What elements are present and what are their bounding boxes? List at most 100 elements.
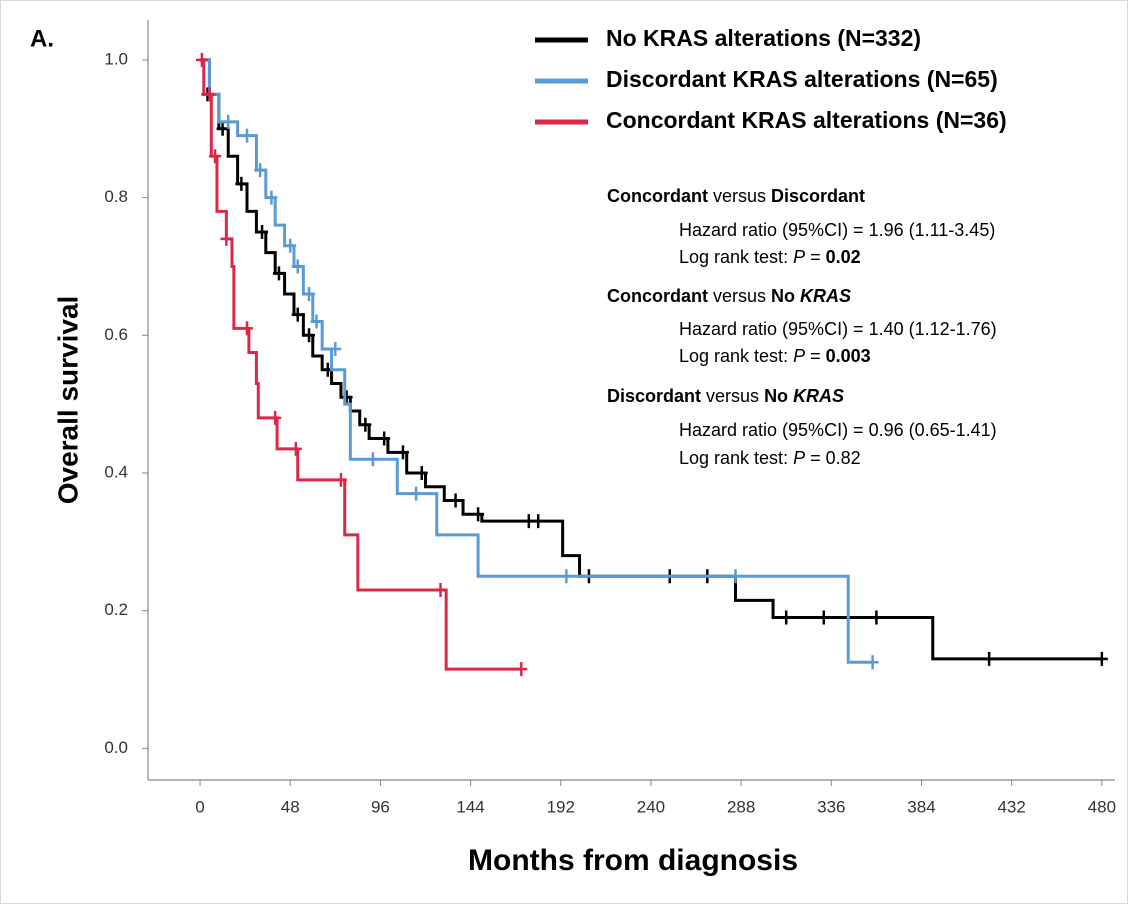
censor-mark (291, 307, 304, 322)
legend-label: Concordant KRAS alterations (N=36) (606, 107, 1007, 133)
text: P (793, 247, 805, 267)
censor-mark (329, 342, 342, 357)
x-tick-label: 288 (727, 797, 755, 816)
y-tick-label: 1.0 (104, 49, 128, 68)
censor-mark (291, 259, 304, 274)
text: 0.82 (826, 448, 861, 468)
annotation-logrank: Log rank test: P = 0.003 (679, 346, 871, 366)
y-tick-label: 0.2 (104, 600, 128, 619)
text: No (764, 386, 793, 406)
text: Concordant (607, 286, 708, 306)
y-tick-label: 0.0 (104, 738, 128, 757)
text: P (793, 346, 805, 366)
censor-mark (396, 445, 409, 460)
text: KRAS (793, 386, 844, 406)
text: versus (701, 386, 764, 406)
censor-mark (284, 238, 297, 253)
survival-curve (200, 58, 1102, 661)
text: = (805, 448, 826, 468)
censor-mark (817, 610, 830, 625)
x-tick-label: 192 (547, 797, 575, 816)
censor-mark (216, 121, 229, 136)
text: Log rank test: (679, 346, 793, 366)
censor-mark (378, 431, 391, 446)
censor-mark (310, 314, 323, 329)
censor-mark (560, 569, 573, 584)
annotation-logrank: Log rank test: P = 0.82 (679, 448, 861, 468)
censor-mark (449, 493, 462, 508)
annotation-hazard: Hazard ratio (95%CI) = 1.40 (1.12-1.76) (679, 319, 997, 339)
annotation-heading: Concordant versus No KRAS (607, 286, 851, 306)
text: Log rank test: (679, 448, 793, 468)
censor-mark (222, 114, 235, 129)
annotations: Concordant versus Discordant Hazard rati… (607, 186, 997, 468)
censor-mark (241, 321, 254, 336)
censor-mark (434, 583, 447, 597)
censor-mark (866, 655, 879, 670)
censor-mark (334, 472, 347, 487)
text: versus (708, 286, 771, 306)
text: KRAS (800, 286, 851, 306)
text: Discordant (771, 186, 865, 206)
text: No (771, 286, 800, 306)
x-tick-label: 432 (997, 797, 1025, 816)
x-tick-label: 240 (637, 797, 665, 816)
text: Log rank test: (679, 247, 793, 267)
censor-mark (870, 610, 883, 625)
censor-mark (265, 190, 278, 205)
censor-mark (472, 507, 485, 522)
x-axis-title: Months from diagnosis (468, 844, 798, 877)
censor-mark (515, 662, 528, 677)
censor-mark (235, 176, 248, 191)
text: Concordant (607, 186, 708, 206)
censor-mark (289, 441, 302, 456)
censor-mark (272, 266, 285, 281)
text: 0.02 (826, 247, 861, 267)
y-axis-title: Overall survival (52, 296, 83, 505)
censor-mark (303, 328, 316, 343)
censor-mark (209, 149, 222, 164)
x-tick-label: 0 (195, 797, 204, 816)
censor-mark (359, 417, 372, 432)
annotation-heading: Discordant versus No KRAS (607, 386, 844, 406)
censor-mark (256, 225, 269, 240)
annotation-logrank: Log rank test: P = 0.02 (679, 247, 861, 267)
text: P (793, 448, 805, 468)
censor-mark (983, 651, 996, 666)
annotation-hazard: Hazard ratio (95%CI) = 1.96 (1.11-3.45) (679, 220, 995, 240)
x-tick-label: 480 (1088, 797, 1116, 816)
x-tick-label: 384 (907, 797, 935, 816)
censor-mark (220, 231, 233, 246)
x-tick-label: 144 (456, 797, 484, 816)
x-tick-label: 48 (281, 797, 300, 816)
annotation-hazard: Hazard ratio (95%CI) = 0.96 (0.65-1.41) (679, 420, 997, 440)
censor-mark (729, 569, 742, 584)
text: = (805, 247, 826, 267)
censor-mark (254, 163, 267, 178)
y-tick-label: 0.4 (104, 462, 128, 481)
legend-label: No KRAS alterations (N=332) (606, 25, 921, 51)
x-tick-label: 336 (817, 797, 845, 816)
panel-label: A. (30, 25, 54, 52)
censor-mark (1095, 651, 1108, 666)
text: = (805, 346, 826, 366)
y-tick-label: 0.8 (104, 187, 128, 206)
legend-label: Discordant KRAS alterations (N=65) (606, 66, 998, 92)
x-tick-label: 96 (371, 797, 390, 816)
censor-mark (366, 452, 379, 467)
censor-mark (303, 286, 316, 301)
censor-mark (195, 52, 208, 67)
text: versus (708, 186, 771, 206)
text: Discordant (607, 386, 701, 406)
annotation-heading: Concordant versus Discordant (607, 186, 865, 206)
censor-mark (415, 465, 428, 480)
censor-mark (410, 486, 423, 501)
text: 0.003 (826, 346, 871, 366)
censor-mark (780, 610, 793, 625)
censor-mark (241, 128, 254, 143)
y-tick-label: 0.6 (104, 325, 128, 344)
censor-mark (532, 514, 545, 529)
censor-mark (269, 410, 282, 425)
